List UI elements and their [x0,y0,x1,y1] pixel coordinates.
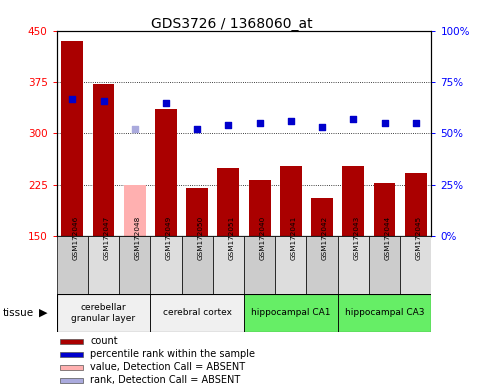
Bar [311,199,333,236]
Text: count: count [90,336,118,346]
Bar [155,109,177,236]
Bar [181,236,213,294]
Bar [61,365,83,370]
Bar [150,236,181,294]
Bar [150,294,244,332]
Bar [374,183,395,236]
Text: GSM172049: GSM172049 [166,216,172,260]
Text: GSM172043: GSM172043 [353,216,359,260]
Bar [186,188,208,236]
Bar [342,166,364,236]
Bar [280,166,302,236]
Point [381,120,388,126]
Text: value, Detection Call = ABSENT: value, Detection Call = ABSENT [90,362,246,372]
Text: GSM172051: GSM172051 [228,216,235,260]
Bar [244,236,275,294]
Point [350,116,357,122]
Point [131,126,139,132]
Bar [405,173,427,236]
Point [287,118,295,124]
Text: hippocampal CA1: hippocampal CA1 [251,308,331,318]
Bar [119,236,150,294]
Bar [57,236,88,294]
Text: GSM172045: GSM172045 [416,216,422,260]
Point [412,120,420,126]
Text: GSM172048: GSM172048 [135,216,141,260]
Bar [307,236,338,294]
Text: percentile rank within the sample: percentile rank within the sample [90,349,255,359]
Text: GSM172046: GSM172046 [72,216,78,260]
Text: ▶: ▶ [39,308,48,318]
Text: rank, Detection Call = ABSENT: rank, Detection Call = ABSENT [90,376,241,384]
Bar [61,41,83,236]
Bar [213,236,244,294]
Bar [369,236,400,294]
Bar [217,168,240,236]
Point [256,120,264,126]
Text: GSM172047: GSM172047 [104,216,109,260]
Bar [57,294,150,332]
Text: GSM172040: GSM172040 [260,216,266,260]
Bar [93,84,114,236]
Text: GSM172041: GSM172041 [291,216,297,260]
Bar [249,180,271,236]
Point [224,122,232,128]
Point [69,96,76,102]
Bar [338,236,369,294]
Text: tissue: tissue [2,308,34,318]
Text: cerebral cortex: cerebral cortex [163,308,232,318]
Bar [124,185,146,236]
Point [193,126,201,132]
Bar [244,294,338,332]
Bar [61,339,83,344]
Point [318,124,326,130]
Text: GSM172044: GSM172044 [385,216,390,260]
Text: GDS3726 / 1368060_at: GDS3726 / 1368060_at [151,17,313,31]
Bar [400,236,431,294]
Bar [61,378,83,383]
Bar [61,352,83,357]
Text: GSM172042: GSM172042 [322,216,328,260]
Text: hippocampal CA3: hippocampal CA3 [345,308,424,318]
Point [162,99,170,106]
Bar [338,294,431,332]
Point [100,98,107,104]
Bar [275,236,307,294]
Bar [88,236,119,294]
Text: GSM172050: GSM172050 [197,216,203,260]
Text: cerebellar
granular layer: cerebellar granular layer [71,303,136,323]
